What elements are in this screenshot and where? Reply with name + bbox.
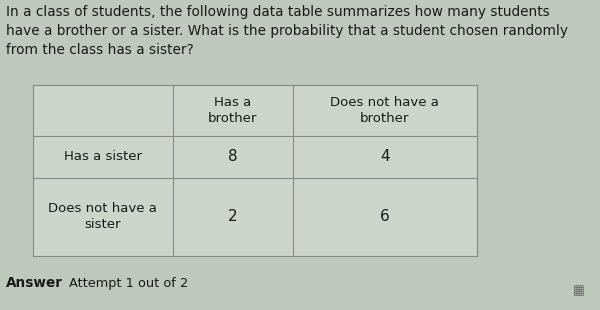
Text: Does not have a
brother: Does not have a brother <box>331 96 439 125</box>
Text: Does not have a
sister: Does not have a sister <box>49 202 157 232</box>
Text: Has a
brother: Has a brother <box>208 96 257 125</box>
Text: 4: 4 <box>380 149 389 164</box>
Text: 6: 6 <box>380 210 390 224</box>
Text: Attempt 1 out of 2: Attempt 1 out of 2 <box>69 277 188 290</box>
Text: ▦: ▦ <box>573 285 585 298</box>
Text: 2: 2 <box>228 210 238 224</box>
Text: 8: 8 <box>228 149 238 164</box>
Text: In a class of students, the following data table summarizes how many students
ha: In a class of students, the following da… <box>6 5 568 56</box>
Text: Answer: Answer <box>6 276 63 290</box>
Text: Has a sister: Has a sister <box>64 150 142 163</box>
